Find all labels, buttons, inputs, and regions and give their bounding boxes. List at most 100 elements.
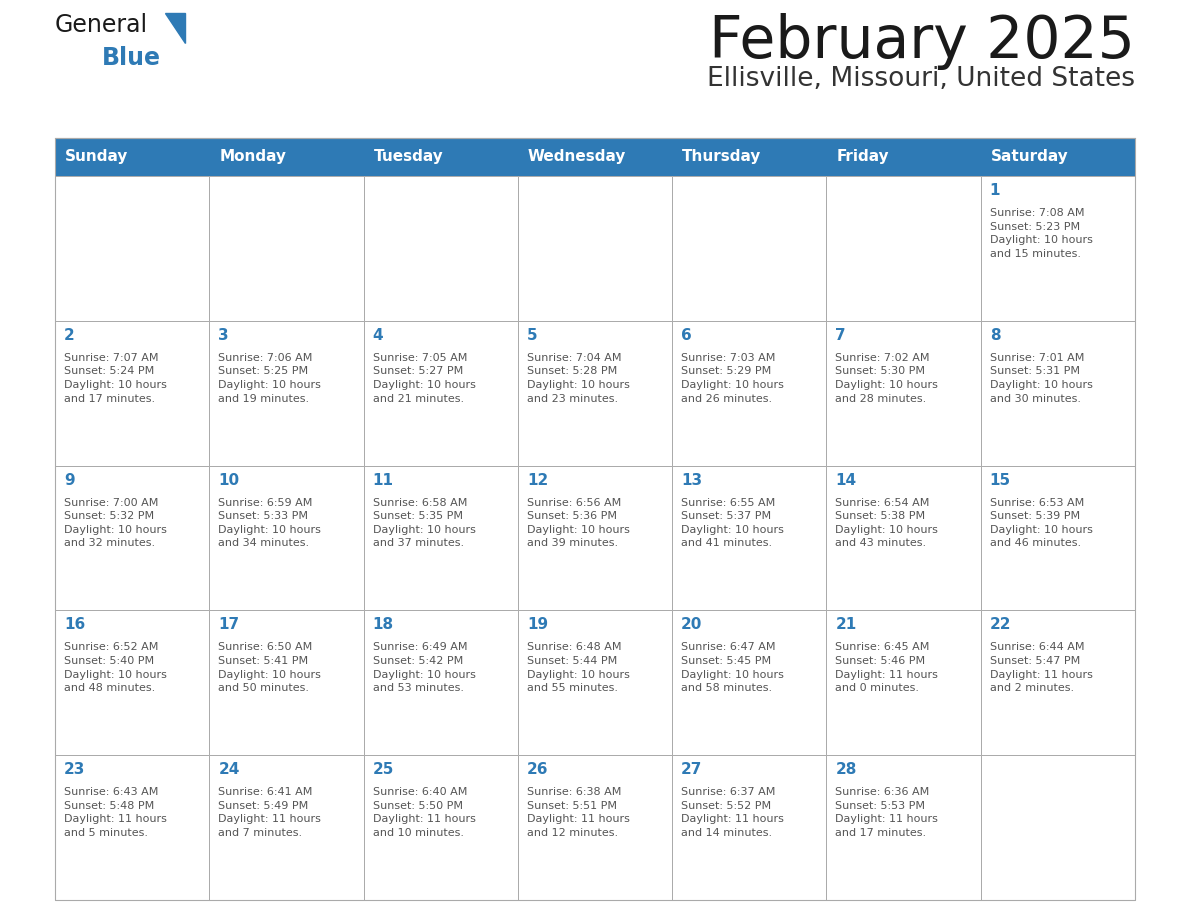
Text: 16: 16 xyxy=(64,618,86,633)
Bar xyxy=(364,610,518,756)
Bar xyxy=(827,320,981,465)
Text: Sunday: Sunday xyxy=(65,150,128,164)
Bar xyxy=(209,465,364,610)
Text: 14: 14 xyxy=(835,473,857,487)
Bar xyxy=(981,756,1135,900)
Text: Saturday: Saturday xyxy=(991,150,1068,164)
Bar xyxy=(981,610,1135,756)
Text: Sunrise: 7:07 AM
Sunset: 5:24 PM
Daylight: 10 hours
and 17 minutes.: Sunrise: 7:07 AM Sunset: 5:24 PM Dayligh… xyxy=(64,353,166,404)
Bar xyxy=(981,176,1135,320)
Text: Sunrise: 6:41 AM
Sunset: 5:49 PM
Daylight: 11 hours
and 7 minutes.: Sunrise: 6:41 AM Sunset: 5:49 PM Dayligh… xyxy=(219,788,321,838)
Text: 17: 17 xyxy=(219,618,240,633)
Text: 1: 1 xyxy=(990,183,1000,198)
Text: Sunrise: 6:54 AM
Sunset: 5:38 PM
Daylight: 10 hours
and 43 minutes.: Sunrise: 6:54 AM Sunset: 5:38 PM Dayligh… xyxy=(835,498,939,548)
Text: Sunrise: 6:50 AM
Sunset: 5:41 PM
Daylight: 10 hours
and 50 minutes.: Sunrise: 6:50 AM Sunset: 5:41 PM Dayligh… xyxy=(219,643,321,693)
Bar xyxy=(827,610,981,756)
Bar xyxy=(518,176,672,320)
Text: 10: 10 xyxy=(219,473,240,487)
Text: 19: 19 xyxy=(526,618,548,633)
Bar xyxy=(209,176,364,320)
Text: 6: 6 xyxy=(681,328,691,342)
Text: Tuesday: Tuesday xyxy=(373,150,443,164)
Bar xyxy=(55,138,1135,900)
Bar xyxy=(672,176,827,320)
Text: Thursday: Thursday xyxy=(682,150,762,164)
Text: 5: 5 xyxy=(526,328,537,342)
Bar xyxy=(55,138,1135,176)
Bar xyxy=(827,176,981,320)
Bar xyxy=(981,320,1135,465)
Text: 22: 22 xyxy=(990,618,1011,633)
Text: Sunrise: 7:02 AM
Sunset: 5:30 PM
Daylight: 10 hours
and 28 minutes.: Sunrise: 7:02 AM Sunset: 5:30 PM Dayligh… xyxy=(835,353,939,404)
Bar xyxy=(55,610,209,756)
Text: Sunrise: 6:58 AM
Sunset: 5:35 PM
Daylight: 10 hours
and 37 minutes.: Sunrise: 6:58 AM Sunset: 5:35 PM Dayligh… xyxy=(373,498,475,548)
Bar xyxy=(209,756,364,900)
Text: Monday: Monday xyxy=(220,150,286,164)
Text: General: General xyxy=(55,13,148,37)
Text: 24: 24 xyxy=(219,762,240,778)
Bar xyxy=(518,465,672,610)
Text: Blue: Blue xyxy=(102,46,162,70)
Text: Sunrise: 6:44 AM
Sunset: 5:47 PM
Daylight: 11 hours
and 2 minutes.: Sunrise: 6:44 AM Sunset: 5:47 PM Dayligh… xyxy=(990,643,1093,693)
Text: 15: 15 xyxy=(990,473,1011,487)
Text: 21: 21 xyxy=(835,618,857,633)
Text: Sunrise: 6:38 AM
Sunset: 5:51 PM
Daylight: 11 hours
and 12 minutes.: Sunrise: 6:38 AM Sunset: 5:51 PM Dayligh… xyxy=(526,788,630,838)
Text: 9: 9 xyxy=(64,473,75,487)
Bar xyxy=(364,176,518,320)
Bar xyxy=(55,465,209,610)
Text: Sunrise: 6:47 AM
Sunset: 5:45 PM
Daylight: 10 hours
and 58 minutes.: Sunrise: 6:47 AM Sunset: 5:45 PM Dayligh… xyxy=(681,643,784,693)
Bar xyxy=(209,610,364,756)
Bar xyxy=(672,320,827,465)
Text: Sunrise: 6:36 AM
Sunset: 5:53 PM
Daylight: 11 hours
and 17 minutes.: Sunrise: 6:36 AM Sunset: 5:53 PM Dayligh… xyxy=(835,788,939,838)
Text: 23: 23 xyxy=(64,762,86,778)
Text: Ellisville, Missouri, United States: Ellisville, Missouri, United States xyxy=(707,66,1135,92)
Bar xyxy=(364,320,518,465)
Text: Sunrise: 7:04 AM
Sunset: 5:28 PM
Daylight: 10 hours
and 23 minutes.: Sunrise: 7:04 AM Sunset: 5:28 PM Dayligh… xyxy=(526,353,630,404)
Text: Sunrise: 6:55 AM
Sunset: 5:37 PM
Daylight: 10 hours
and 41 minutes.: Sunrise: 6:55 AM Sunset: 5:37 PM Dayligh… xyxy=(681,498,784,548)
Text: 18: 18 xyxy=(373,618,393,633)
Text: Sunrise: 6:56 AM
Sunset: 5:36 PM
Daylight: 10 hours
and 39 minutes.: Sunrise: 6:56 AM Sunset: 5:36 PM Dayligh… xyxy=(526,498,630,548)
Bar xyxy=(518,320,672,465)
Text: 8: 8 xyxy=(990,328,1000,342)
Text: Sunrise: 7:00 AM
Sunset: 5:32 PM
Daylight: 10 hours
and 32 minutes.: Sunrise: 7:00 AM Sunset: 5:32 PM Dayligh… xyxy=(64,498,166,548)
Text: Sunrise: 6:43 AM
Sunset: 5:48 PM
Daylight: 11 hours
and 5 minutes.: Sunrise: 6:43 AM Sunset: 5:48 PM Dayligh… xyxy=(64,788,166,838)
Bar xyxy=(209,320,364,465)
Bar xyxy=(518,756,672,900)
Bar xyxy=(981,465,1135,610)
Bar xyxy=(827,756,981,900)
Bar xyxy=(672,465,827,610)
Text: Sunrise: 6:49 AM
Sunset: 5:42 PM
Daylight: 10 hours
and 53 minutes.: Sunrise: 6:49 AM Sunset: 5:42 PM Dayligh… xyxy=(373,643,475,693)
Text: 25: 25 xyxy=(373,762,394,778)
Polygon shape xyxy=(165,13,185,43)
Text: 27: 27 xyxy=(681,762,702,778)
Text: Sunrise: 7:03 AM
Sunset: 5:29 PM
Daylight: 10 hours
and 26 minutes.: Sunrise: 7:03 AM Sunset: 5:29 PM Dayligh… xyxy=(681,353,784,404)
Text: 12: 12 xyxy=(526,473,548,487)
Text: Sunrise: 6:48 AM
Sunset: 5:44 PM
Daylight: 10 hours
and 55 minutes.: Sunrise: 6:48 AM Sunset: 5:44 PM Dayligh… xyxy=(526,643,630,693)
Text: 26: 26 xyxy=(526,762,549,778)
Bar xyxy=(672,756,827,900)
Bar xyxy=(518,610,672,756)
Bar xyxy=(672,610,827,756)
Text: 7: 7 xyxy=(835,328,846,342)
Text: Sunrise: 6:53 AM
Sunset: 5:39 PM
Daylight: 10 hours
and 46 minutes.: Sunrise: 6:53 AM Sunset: 5:39 PM Dayligh… xyxy=(990,498,1093,548)
Text: 4: 4 xyxy=(373,328,384,342)
Text: 20: 20 xyxy=(681,618,702,633)
Bar xyxy=(55,756,209,900)
Text: 28: 28 xyxy=(835,762,857,778)
Text: 13: 13 xyxy=(681,473,702,487)
Bar xyxy=(364,756,518,900)
Text: Sunrise: 7:01 AM
Sunset: 5:31 PM
Daylight: 10 hours
and 30 minutes.: Sunrise: 7:01 AM Sunset: 5:31 PM Dayligh… xyxy=(990,353,1093,404)
Bar xyxy=(827,465,981,610)
Text: 11: 11 xyxy=(373,473,393,487)
Text: Sunrise: 6:37 AM
Sunset: 5:52 PM
Daylight: 11 hours
and 14 minutes.: Sunrise: 6:37 AM Sunset: 5:52 PM Dayligh… xyxy=(681,788,784,838)
Text: Sunrise: 7:05 AM
Sunset: 5:27 PM
Daylight: 10 hours
and 21 minutes.: Sunrise: 7:05 AM Sunset: 5:27 PM Dayligh… xyxy=(373,353,475,404)
Text: Sunrise: 6:59 AM
Sunset: 5:33 PM
Daylight: 10 hours
and 34 minutes.: Sunrise: 6:59 AM Sunset: 5:33 PM Dayligh… xyxy=(219,498,321,548)
Bar xyxy=(364,465,518,610)
Text: February 2025: February 2025 xyxy=(709,13,1135,70)
Text: 2: 2 xyxy=(64,328,75,342)
Bar xyxy=(55,176,209,320)
Text: Sunrise: 7:06 AM
Sunset: 5:25 PM
Daylight: 10 hours
and 19 minutes.: Sunrise: 7:06 AM Sunset: 5:25 PM Dayligh… xyxy=(219,353,321,404)
Text: Friday: Friday xyxy=(836,150,889,164)
Text: Sunrise: 6:40 AM
Sunset: 5:50 PM
Daylight: 11 hours
and 10 minutes.: Sunrise: 6:40 AM Sunset: 5:50 PM Dayligh… xyxy=(373,788,475,838)
Text: Sunrise: 6:52 AM
Sunset: 5:40 PM
Daylight: 10 hours
and 48 minutes.: Sunrise: 6:52 AM Sunset: 5:40 PM Dayligh… xyxy=(64,643,166,693)
